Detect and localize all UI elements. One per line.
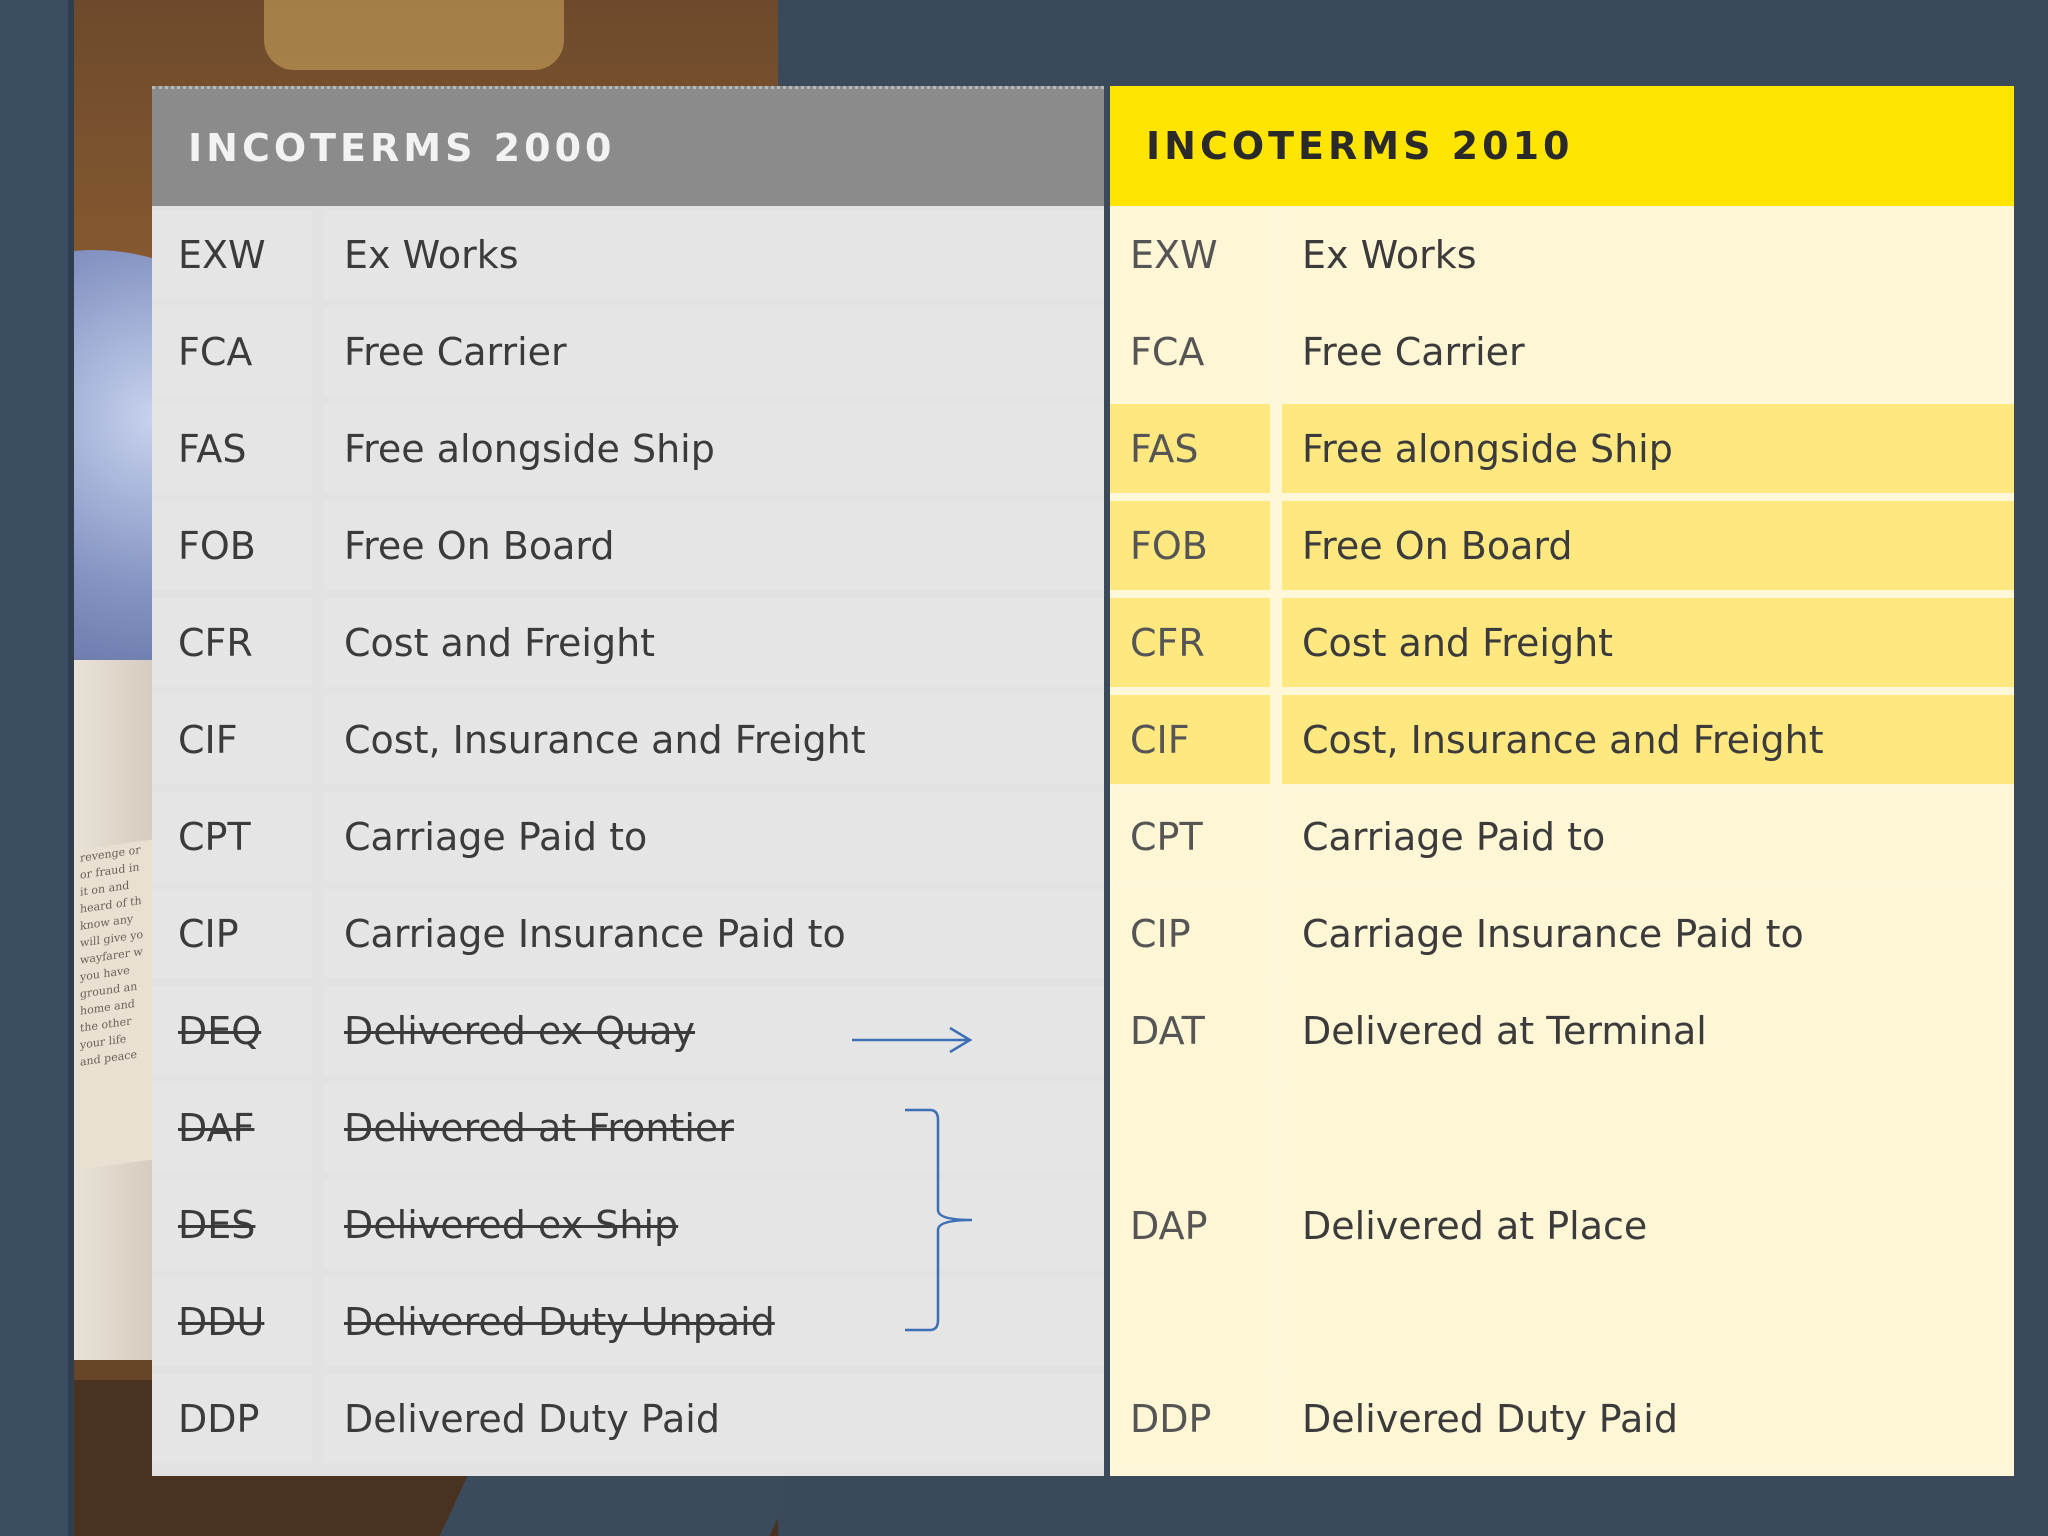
new-code: DAT xyxy=(1110,986,1270,1075)
new-code: FAS xyxy=(1110,404,1270,493)
table-row: DES Delivered ex Ship xyxy=(152,1176,2014,1273)
table-row: FOB Free On Board FOB Free On Board xyxy=(152,497,2014,594)
table-row: DDP Delivered Duty Paid DDP Delivered Duty … xyxy=(152,1370,2014,1467)
old-name: Cost and Freight xyxy=(324,598,1104,687)
old-name: Cost, Insurance and Freight xyxy=(324,695,1104,784)
new-code: CPT xyxy=(1110,792,1270,881)
table-row: CIF Cost, Insurance and Freight CIF Cost, I… xyxy=(152,691,2014,788)
old-name: Free alongside Ship xyxy=(324,404,1104,493)
new-code: DDP xyxy=(1110,1374,1270,1463)
old-name: Carriage Paid to xyxy=(324,792,1104,881)
old-name: Delivered Duty Paid xyxy=(324,1374,1104,1463)
floor-shadow xyxy=(437,1470,778,1536)
old-code: DAF xyxy=(152,1083,312,1172)
new-code: CFR xyxy=(1110,598,1270,687)
table-row: DDU Delivered Duty Unpaid xyxy=(152,1273,2014,1370)
left-edge-line xyxy=(68,0,74,1536)
old-code: CIP xyxy=(152,889,312,978)
old-name: Delivered at Frontier xyxy=(324,1083,1104,1172)
table-row: DAF Delivered at Frontier xyxy=(152,1079,2014,1176)
new-name: Delivered at Terminal xyxy=(1282,986,2014,1075)
header-new-title: INCOTERMS 2010 xyxy=(1146,124,1574,168)
old-name: Ex Works xyxy=(324,210,1104,299)
old-code: CFR xyxy=(152,598,312,687)
new-code: DAP xyxy=(1110,1086,1270,1365)
new-code: CIF xyxy=(1110,695,1270,784)
old-code: CPT xyxy=(152,792,312,881)
new-code: FCA xyxy=(1110,307,1270,396)
incoterms-table: INCOTERMS 2000 INCOTERMS 2010 DAP Delive… xyxy=(152,86,2014,1476)
old-name: Free Carrier xyxy=(324,307,1104,396)
lamp-shape xyxy=(264,0,564,70)
new-name: Carriage Paid to xyxy=(1282,792,2014,881)
table-row: FCA Free Carrier FCA Free Carrier xyxy=(152,303,2014,400)
old-code: DDP xyxy=(152,1374,312,1463)
table-row: DEQ Delivered ex Quay DAT Delivered at Term… xyxy=(152,982,2014,1079)
table-row: CFR Cost and Freight CFR Cost and Freight xyxy=(152,594,2014,691)
table-row: EXW Ex Works EXW Ex Works xyxy=(152,206,2014,303)
old-name: Delivered ex Ship xyxy=(324,1180,1104,1269)
header-incoterms-2010: INCOTERMS 2010 xyxy=(1110,86,2014,206)
new-code: EXW xyxy=(1110,210,1270,299)
new-name: Ex Works xyxy=(1282,210,2014,299)
new-name: Carriage Insurance Paid to xyxy=(1282,889,2014,978)
header-old-title: INCOTERMS 2000 xyxy=(188,125,616,170)
old-code: FOB xyxy=(152,501,312,590)
table-row: CIP Carriage Insurance Paid to CIP Carriage… xyxy=(152,885,2014,982)
new-name: Free Carrier xyxy=(1282,307,2014,396)
merged-dap-cell: DAP Delivered at Place xyxy=(1110,1086,2014,1365)
old-name: Free On Board xyxy=(324,501,1104,590)
old-code: EXW xyxy=(152,210,312,299)
old-code: FCA xyxy=(152,307,312,396)
new-code: FOB xyxy=(1110,501,1270,590)
header-incoterms-2000: INCOTERMS 2000 xyxy=(152,86,1104,206)
table-row: CPT Carriage Paid to CPT Carriage Paid to xyxy=(152,788,2014,885)
old-code: DEQ xyxy=(152,986,312,1075)
old-name: Delivered ex Quay xyxy=(324,986,1104,1075)
new-code: CIP xyxy=(1110,889,1270,978)
old-name: Delivered Duty Unpaid xyxy=(324,1277,1104,1366)
new-name: Delivered at Place xyxy=(1282,1086,2014,1365)
new-name: Cost and Freight xyxy=(1282,598,2014,687)
new-name: Free On Board xyxy=(1282,501,2014,590)
old-code: DES xyxy=(152,1180,312,1269)
new-name: Cost, Insurance and Freight xyxy=(1282,695,2014,784)
old-code: FAS xyxy=(152,404,312,493)
table-row: FAS Free alongside Ship FAS Free alongside … xyxy=(152,400,2014,497)
old-code: DDU xyxy=(152,1277,312,1366)
old-code: CIF xyxy=(152,695,312,784)
new-name: Free alongside Ship xyxy=(1282,404,2014,493)
new-name: Delivered Duty Paid xyxy=(1282,1374,2014,1463)
old-name: Carriage Insurance Paid to xyxy=(324,889,1104,978)
left-edge xyxy=(0,0,72,1536)
